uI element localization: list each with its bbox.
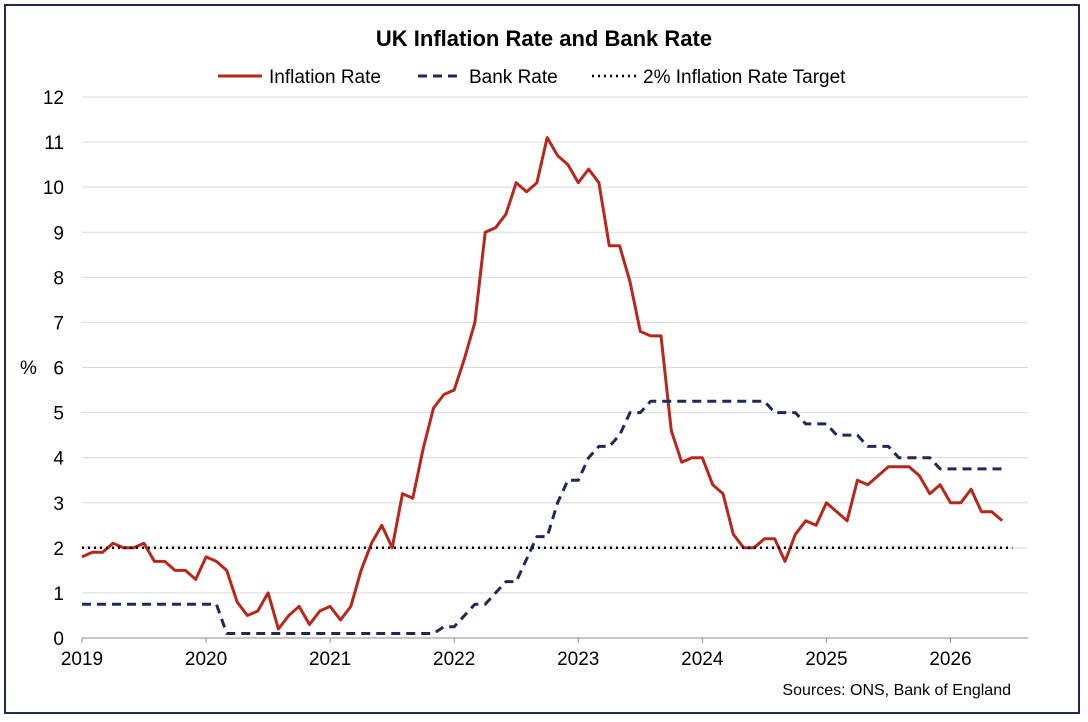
y-tick-label: 11 <box>44 133 64 154</box>
y-tick-label: 8 <box>53 268 64 289</box>
x-tick-label: 2020 <box>185 649 227 670</box>
y-tick-label: 0 <box>53 629 64 650</box>
source-note: Sources: ONS, Bank of England <box>782 682 1011 699</box>
x-tick-label: 2024 <box>681 649 724 670</box>
x-tick-label: 2025 <box>805 649 847 670</box>
x-tick-label: 2021 <box>309 649 351 670</box>
gridlines <box>82 96 1028 639</box>
y-tick-label: 7 <box>53 313 64 334</box>
y-tick-label: 10 <box>43 178 64 199</box>
legend-label-2: 2% Inflation Rate Target <box>643 67 846 88</box>
y-tick-label: 4 <box>53 449 64 470</box>
chart-title: UK Inflation Rate and Bank Rate <box>376 26 712 51</box>
y-tick-label: 9 <box>53 223 64 244</box>
legend-label-0: Inflation Rate <box>269 67 381 88</box>
y-tick-label: 12 <box>43 88 64 109</box>
x-axis-ticks: 2019 2020 2021 2022 2023 2024 2025 2026 <box>61 638 972 670</box>
chart: UK Inflation Rate and Bank Rate Inflatio… <box>20 26 1028 699</box>
x-tick-label: 2022 <box>433 649 475 670</box>
y-tick-label: 5 <box>53 404 64 425</box>
x-tick-label: 2019 <box>61 649 103 670</box>
x-tick-label: 2026 <box>929 649 971 670</box>
series-line-1 <box>82 399 1003 635</box>
y-tick-label: 6 <box>53 359 64 380</box>
y-tick-label: 2 <box>53 539 64 560</box>
series-group <box>81 136 1013 635</box>
y-tick-label: 1 <box>53 584 64 605</box>
series-line-0 <box>81 136 1004 631</box>
y-tick-label: 3 <box>53 494 64 515</box>
legend-label-1: Bank Rate <box>469 67 558 88</box>
x-tick-label: 2023 <box>557 649 599 670</box>
chart-frame: UK Inflation Rate and Bank Rate Inflatio… <box>4 4 1080 714</box>
y-axis-label: % <box>20 358 37 379</box>
legend: Inflation Rate Bank Rate 2% Inflation Rate… <box>218 67 846 88</box>
